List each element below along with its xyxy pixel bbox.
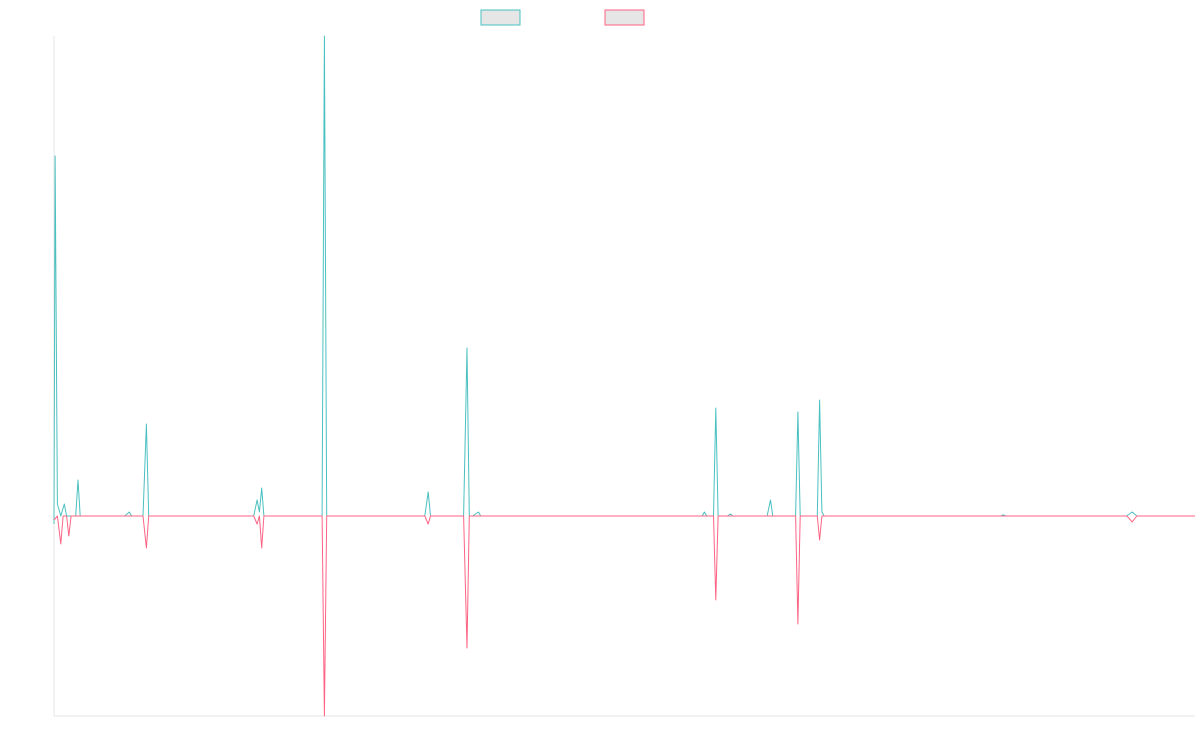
legend-swatch-1[interactable]	[480, 9, 521, 26]
series-layer	[53, 35, 1195, 717]
legend-swatch-2[interactable]	[604, 9, 645, 26]
series-line-2	[53, 515, 1195, 717]
legend	[480, 9, 645, 26]
series-line-1	[53, 35, 1195, 525]
